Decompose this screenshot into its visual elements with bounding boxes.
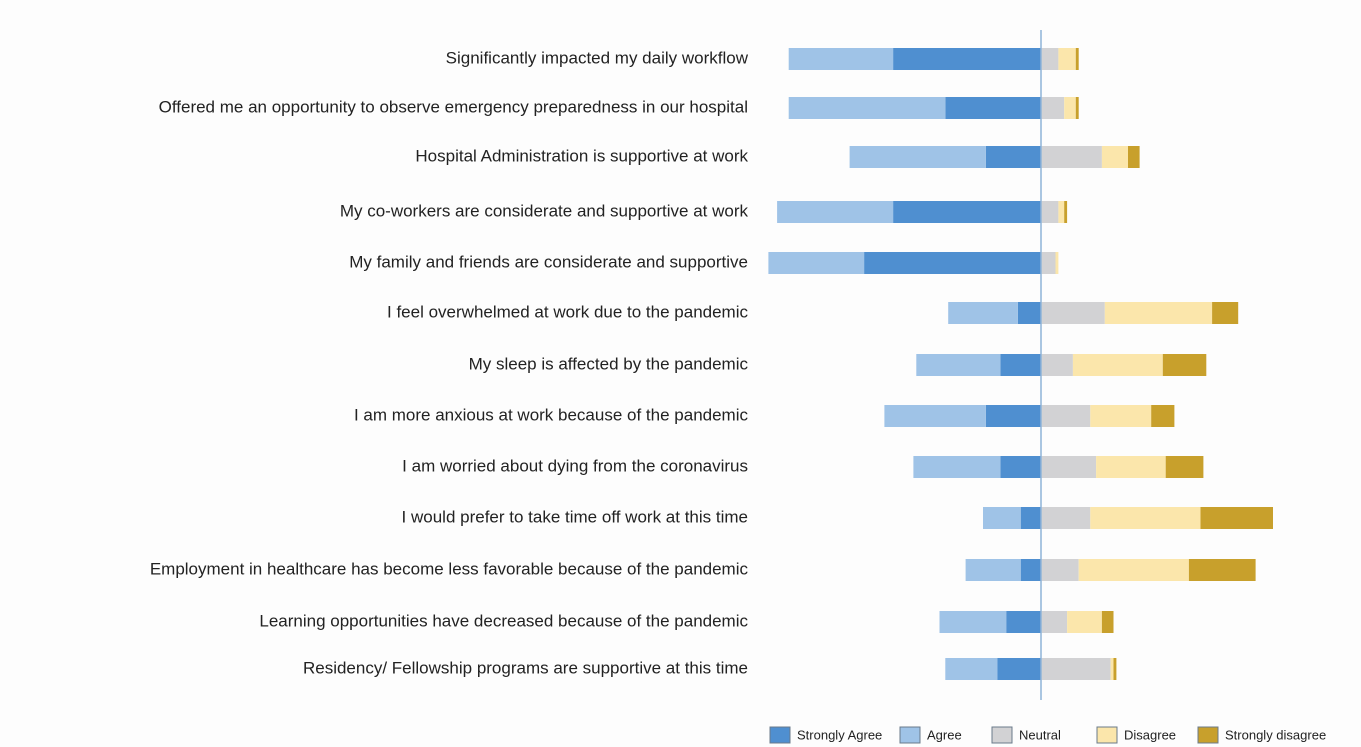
bar-segment [1075,48,1079,70]
bar-segment [768,252,865,274]
bar-segment [1188,559,1256,581]
bar-segment [1058,201,1065,223]
legend-swatch [1096,726,1118,744]
bar-segment [1128,146,1140,168]
bar-segment [1041,405,1091,427]
bar-segment [1090,507,1201,529]
bar-segment [1000,456,1041,478]
bar-segment [1041,611,1068,633]
bar-segment [945,658,998,680]
bar-segment [1151,405,1175,427]
bar-segment [788,97,946,119]
bar-segment [1101,146,1128,168]
legend-swatch [769,726,791,744]
bar-segment [1162,354,1207,376]
bar-segment [1041,658,1111,680]
row-label: I am worried about dying from the corona… [402,456,748,475]
row-label: Offered me an opportunity to observe eme… [159,97,748,116]
bar-segment [1041,302,1105,324]
row-label: Learning opportunities have decreased be… [259,611,748,630]
bar-segment [1110,658,1114,680]
bar-segment [985,405,1041,427]
bar-segment [1041,507,1091,529]
bar-segment [983,507,1021,529]
bar-segment [1020,507,1041,529]
bar-segment [1041,146,1102,168]
row-label: I would prefer to take time off work at … [402,507,748,526]
row-label: My family and friends are considerate an… [349,252,748,271]
bar-segment [1041,456,1097,478]
bar-segment [1200,507,1273,529]
legend-label: Strongly disagree [1225,727,1326,742]
bar-segment [1113,658,1117,680]
bar-segment [1041,97,1065,119]
bar-segment [1041,48,1059,70]
bar-segment [1101,611,1114,633]
legend-swatch [991,726,1013,744]
bar-segment [1041,354,1073,376]
bar-segment [1090,405,1152,427]
row-label: Employment in healthcare has become less… [150,559,749,578]
row-label: My sleep is affected by the pandemic [469,354,749,373]
bar-segment [849,146,986,168]
bar-segment [1000,354,1041,376]
bar-segment [939,611,1007,633]
legend-label: Agree [927,727,962,742]
bar-segment [997,658,1041,680]
bar-segment [777,201,894,223]
bar-segment [1078,559,1189,581]
row-label: I am more anxious at work because of the… [354,405,749,424]
bar-segment [916,354,1001,376]
bar-segment [1058,48,1076,70]
legend-swatch [899,726,921,744]
bar-segment [913,456,1001,478]
legend-swatch [1197,726,1219,744]
row-label: I feel overwhelmed at work due to the pa… [387,302,748,321]
bar-segment [1096,456,1166,478]
bar-segment [864,252,1041,274]
bar-segment [884,405,986,427]
legend-label: Strongly Agree [797,727,882,742]
bar-segment [1017,302,1041,324]
bar-segment [948,302,1018,324]
bar-segment [1041,252,1056,274]
bar-segment [1041,201,1059,223]
bar-segment [1041,559,1079,581]
row-label: Hospital Administration is supportive at… [415,146,748,165]
row-label: My co-workers are considerate and suppor… [340,201,749,220]
bar-segment [985,146,1041,168]
bar-segment [1212,302,1239,324]
bar-segment [1072,354,1163,376]
bar-segment [1055,252,1059,274]
row-label: Residency/ Fellowship programs are suppo… [303,658,748,677]
bar-segment [1006,611,1041,633]
bar-segment [965,559,1021,581]
bar-segment [1104,302,1213,324]
bar-segment [1075,97,1079,119]
bar-segment [893,201,1041,223]
bar-segment [1064,97,1076,119]
legend-label: Neutral [1019,727,1061,742]
bar-segment [1067,611,1102,633]
legend-label: Disagree [1124,727,1176,742]
bar-segment [1165,456,1204,478]
bar-segment [945,97,1041,119]
bar-segment [788,48,894,70]
bar-segment [893,48,1041,70]
row-label: Significantly impacted my daily workflow [446,48,749,67]
bar-segment [1020,559,1041,581]
bar-segment [1064,201,1068,223]
